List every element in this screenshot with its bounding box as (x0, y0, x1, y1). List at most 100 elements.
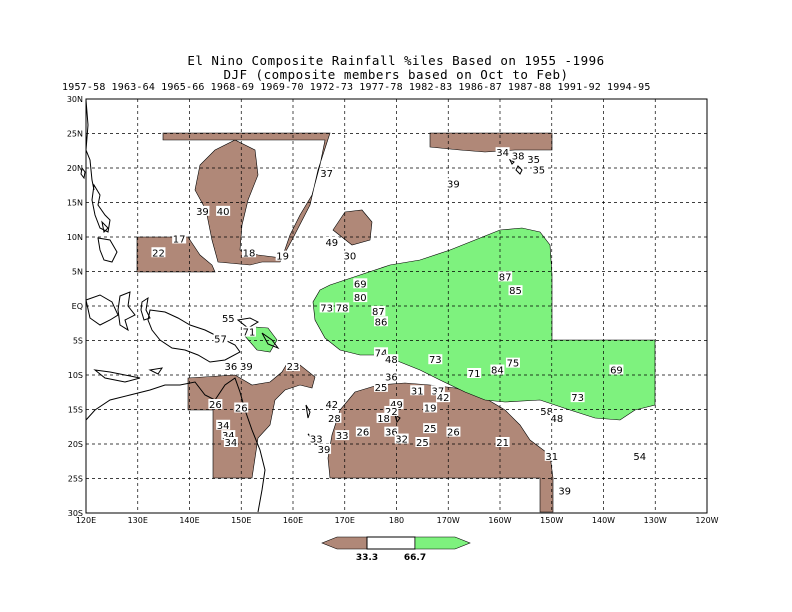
coast-vanuatu (305, 404, 311, 419)
station-label-bg (498, 271, 513, 282)
coast-java (93, 369, 141, 383)
composite-year: 1982-83 (408, 82, 453, 93)
latitude-label: 5S (73, 337, 83, 346)
station-percentile: 86 (375, 317, 388, 328)
longitude-label: 140W (592, 516, 615, 525)
station-percentile: 23 (287, 362, 300, 373)
axis-labels: 120E 130E 140E 150E 160E 170E 180 170W 160W 150W 1… (67, 95, 719, 525)
longitude-label: 120E (76, 516, 96, 525)
station-percentile: 26 (235, 404, 248, 415)
station-percentile: 54 (633, 452, 646, 463)
station-percentile: 74 (375, 348, 388, 359)
station-percentile: 34 (496, 148, 509, 159)
station-percentile: 37 (320, 169, 333, 180)
map-subtitle: DJF (composite members based on Oct to F… (223, 67, 569, 82)
latitude-label: 30N (67, 95, 83, 104)
station-percentile: 49 (325, 238, 338, 249)
coast-solomon-isles (261, 332, 280, 350)
station-percentile: 35 (532, 165, 545, 176)
station-label-bg (342, 250, 357, 261)
station-label-bg (490, 364, 505, 375)
station-percentile: 55 (222, 314, 235, 325)
station-percentile: 34 (225, 438, 238, 449)
latitude-label: 10N (67, 233, 83, 242)
station-label-bg (371, 305, 386, 316)
station-percentile: 37 (432, 386, 445, 397)
latitude-label: 20N (67, 164, 83, 173)
station-percentile: 26 (356, 428, 369, 439)
station-percentile: 32 (395, 435, 408, 446)
station-percentile: 40 (217, 207, 230, 218)
composite-year: 1977-78 (359, 82, 403, 93)
station-percentile: 58 (540, 407, 553, 418)
station-label-bg (319, 167, 334, 178)
colorbar: 33.3 66.7 (321, 536, 471, 563)
station-label-bg (389, 399, 404, 410)
station-percentile: 18 (377, 414, 390, 425)
station-label-bg (355, 426, 370, 437)
station-label-bg (309, 433, 324, 444)
coast-hawaii (515, 165, 523, 175)
station-percentile: 69 (354, 279, 367, 290)
coast-new-britain (236, 317, 260, 329)
station-percentile: 21 (496, 438, 509, 449)
station-label-bg (319, 302, 334, 313)
latitude-label: 10S (68, 371, 83, 380)
station-label-bg (394, 433, 409, 444)
station-percentile: 31 (545, 452, 558, 463)
station-percentile: 73 (429, 355, 442, 366)
coast-china (85, 99, 95, 191)
station-label-bg (544, 450, 559, 461)
composite-year: 1994-95 (607, 82, 651, 93)
station-label-bg (317, 443, 332, 454)
longitude-label: 140E (179, 516, 199, 525)
composite-years: 1957-58 1963-64 1965-66 1968-69 1969-70 1972-… (62, 82, 742, 93)
station-percentile: 39 (240, 362, 253, 373)
composite-year: 1987-88 (507, 82, 552, 93)
station-percentile: 36 (385, 428, 398, 439)
coastlines (80, 99, 523, 513)
station-label-bg (495, 437, 510, 447)
station-percentile: 36 (225, 362, 238, 373)
station-percentile: 42 (437, 393, 450, 404)
station-label-bg (511, 150, 526, 161)
station-percentile: 73 (320, 303, 333, 314)
station-label-bg (531, 164, 546, 175)
station-label-bg (428, 354, 443, 365)
coast-hawaii-2 (508, 158, 515, 165)
station-percentile: 78 (336, 303, 349, 314)
station-percentile: 38 (512, 152, 525, 163)
station-label-bg (376, 412, 391, 423)
longitude-label: 170W (437, 516, 460, 525)
coast-visayas (101, 220, 109, 234)
latitude-label: 25S (68, 475, 83, 484)
longitude-label: 160E (283, 516, 303, 525)
lat-lon-grid (85, 98, 708, 514)
station-label-bg (436, 392, 451, 403)
longitude-label: 150E (231, 516, 251, 525)
station-percentile: 49 (390, 400, 403, 411)
coast-sulawesi (117, 291, 136, 332)
station-label-bg (221, 312, 236, 323)
station-label-bg (353, 292, 368, 303)
composite-year: 1963-64 (111, 82, 156, 93)
station-percentile: 36 (385, 372, 398, 383)
station-label-bg (423, 402, 438, 413)
station-percentile: 17 (173, 234, 186, 245)
station-label-bg (384, 354, 399, 365)
station-percentile: 57 (214, 335, 227, 346)
station-percentile: 30 (344, 252, 357, 263)
station-label-bg (632, 450, 647, 461)
station-label-bg (446, 426, 461, 437)
longitude-label: 180 (389, 516, 404, 525)
latitude-label: 5N (72, 268, 83, 277)
colorbar-low-label: 33.3 (356, 553, 378, 563)
station-label-bg (216, 205, 231, 216)
latitude-label: 25N (67, 130, 83, 139)
station-label-bg (172, 233, 187, 244)
station-label-bg (335, 302, 350, 313)
composite-year: 1986-87 (458, 82, 502, 93)
composite-year: 1972-73 (309, 82, 354, 93)
station-percentile: 33 (310, 435, 323, 446)
